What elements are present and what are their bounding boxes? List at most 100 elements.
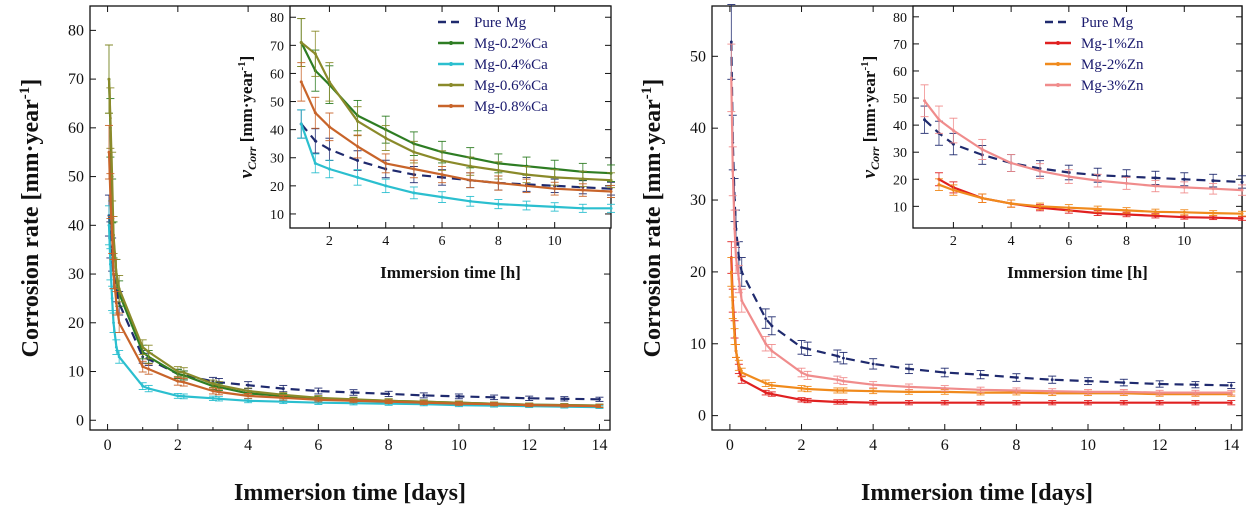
x-tick-label: 2 (326, 234, 333, 249)
y-tick-label: 30 (68, 266, 84, 283)
y-tick-label: 10 (270, 208, 284, 223)
x-tick-label: 10 (548, 234, 562, 249)
legend: Pure Mg Mg-0.2%Ca Mg-0.4%Ca Mg-0.6%Ca Mg-0.8… (438, 15, 548, 115)
legend-label: Mg-0.6%Ca (474, 78, 548, 94)
inset-y-axis-label: vCorr [mm·year-1] (236, 56, 259, 179)
x-axis-label: Immersion time [days] (861, 480, 1093, 506)
data-point (842, 356, 845, 360)
x-tick-label: 8 (385, 437, 393, 454)
inset-chart: 2 4 6 8 10 10 20 30 40 50 60 70 80 Immersion time [h]… (236, 5, 615, 282)
y-tick-label: 60 (68, 120, 84, 137)
y-axis-label-text: Corrosion rate [mm·year (640, 99, 666, 357)
legend-item: Mg-1%Zn (1045, 36, 1144, 52)
inset-y-label-ylabel-sub: Corr (245, 146, 259, 170)
inset-y-label-ylabel-unit: [mm·year (860, 70, 879, 146)
y-tick-label: 0 (698, 408, 706, 425)
y-tick-label: 60 (270, 67, 284, 82)
y-tick-label: 40 (893, 119, 907, 134)
x-tick-label: 10 (451, 437, 467, 454)
legend-item: Mg-2%Zn (1045, 57, 1144, 73)
x-tick-label: 8 (1123, 234, 1130, 249)
y-tick-label: 10 (893, 200, 907, 215)
series-line (107, 152, 600, 408)
series-line (730, 271, 1232, 396)
y-tick-label: 40 (68, 217, 84, 234)
inset-y-label-ylabel-sup: -1 (859, 61, 871, 70)
y-axis-label-close: ] (18, 79, 44, 87)
legend-label: Pure Mg (1081, 15, 1134, 31)
inset-y-label-ylabel-close: ] (860, 56, 879, 62)
x-tick-label: 14 (1223, 437, 1239, 454)
legend-item: Pure Mg (1045, 15, 1134, 31)
y-tick-label: 80 (270, 11, 284, 26)
y-axis-label-close: ] (640, 79, 666, 87)
inset-y-label-ylabel-sub: Corr (868, 146, 882, 170)
series-line (300, 81, 612, 193)
y-axis-label: Corrosion rate [mm·year-1] (17, 79, 44, 358)
series-line (300, 123, 611, 210)
y-tick-label: 10 (690, 336, 706, 353)
y-tick-label: 50 (270, 96, 284, 111)
inset-frame (912, 5, 1243, 229)
y-tick-label: 70 (68, 71, 84, 88)
legend-item: Mg-0.6%Ca (438, 78, 548, 94)
y-tick-label: 30 (270, 152, 284, 167)
legend-item: Pure Mg (438, 15, 527, 31)
x-tick-label: 6 (439, 234, 446, 249)
x-axis-label: Immersion time [days] (234, 480, 466, 506)
inset-frame (289, 5, 612, 229)
y-tick-label: 40 (690, 120, 706, 137)
legend-label: Mg-0.4%Ca (474, 57, 548, 73)
x-tick-label: 4 (1008, 234, 1015, 249)
series-mg-0-4-ca (297, 109, 615, 213)
legend-label: Mg-1%Zn (1081, 36, 1144, 52)
data-point (1050, 378, 1054, 382)
y-axis-label-sup: -1 (639, 87, 655, 100)
series-line (730, 41, 1232, 387)
legend-marker (449, 83, 453, 87)
series-mg-3-zn (727, 43, 1236, 396)
series-line (938, 183, 1243, 215)
y-tick-label: 80 (893, 11, 907, 26)
data-point (1229, 384, 1233, 387)
series-mg-2-zn (934, 178, 1246, 217)
legend-marker (449, 62, 453, 66)
x-tick-label: 2 (798, 437, 806, 454)
series-line (923, 100, 1243, 192)
x-tick-label: 10 (1080, 437, 1096, 454)
legend-marker (1056, 41, 1060, 45)
inset-y-label-ylabel-sup: -1 (236, 61, 248, 70)
legend-marker (449, 41, 453, 45)
legend-marker (449, 104, 453, 108)
chart-right: 0 2 4 6 8 10 12 14 0 10 20 30 40 50 Immersion time [da… (639, 4, 1246, 506)
y-tick-label: 50 (690, 48, 706, 65)
data-point (527, 396, 531, 400)
legend-label: Mg-3%Zn (1081, 78, 1144, 94)
legend: Pure Mg Mg-1%Zn Mg-2%Zn Mg-3%Zn (1045, 15, 1144, 94)
x-tick-label: 12 (521, 437, 537, 454)
legend-label: Mg-0.2%Ca (474, 36, 548, 52)
y-axis-label: Corrosion rate [mm·year-1] (639, 79, 666, 358)
data-point (871, 362, 875, 366)
y-tick-label: 30 (690, 192, 706, 209)
x-tick-label: 6 (1065, 234, 1072, 249)
x-tick-label: 12 (1152, 437, 1168, 454)
y-tick-label: 0 (76, 412, 84, 429)
data-point (943, 371, 947, 374)
y-tick-label: 70 (893, 38, 907, 53)
x-tick-label: 4 (382, 234, 389, 249)
chart-left: 0 2 4 6 8 10 12 14 0 10 20 30 40 50 60 70 80 Immersion ti… (17, 5, 615, 506)
inset-x-axis-label: Immersion time [h] (1007, 263, 1148, 282)
legend-label: Mg-0.8%Ca (474, 99, 548, 115)
inset-y-label-ylabel-unit: [mm·year (237, 70, 256, 146)
series-line (730, 77, 1232, 394)
inset-y-label-ylabel-v: v (236, 169, 257, 178)
legend-item: Mg-0.2%Ca (438, 36, 548, 52)
y-tick-label: 50 (893, 92, 907, 107)
y-axis-label-text: Corrosion rate [mm·year (18, 99, 44, 357)
legend-label: Pure Mg (474, 15, 527, 31)
inset-y-label-ylabel-v: v (859, 169, 880, 178)
x-tick-label: 10 (1177, 234, 1191, 249)
x-tick-label: 14 (591, 437, 607, 454)
series-mg-0-8-ca (104, 124, 604, 409)
